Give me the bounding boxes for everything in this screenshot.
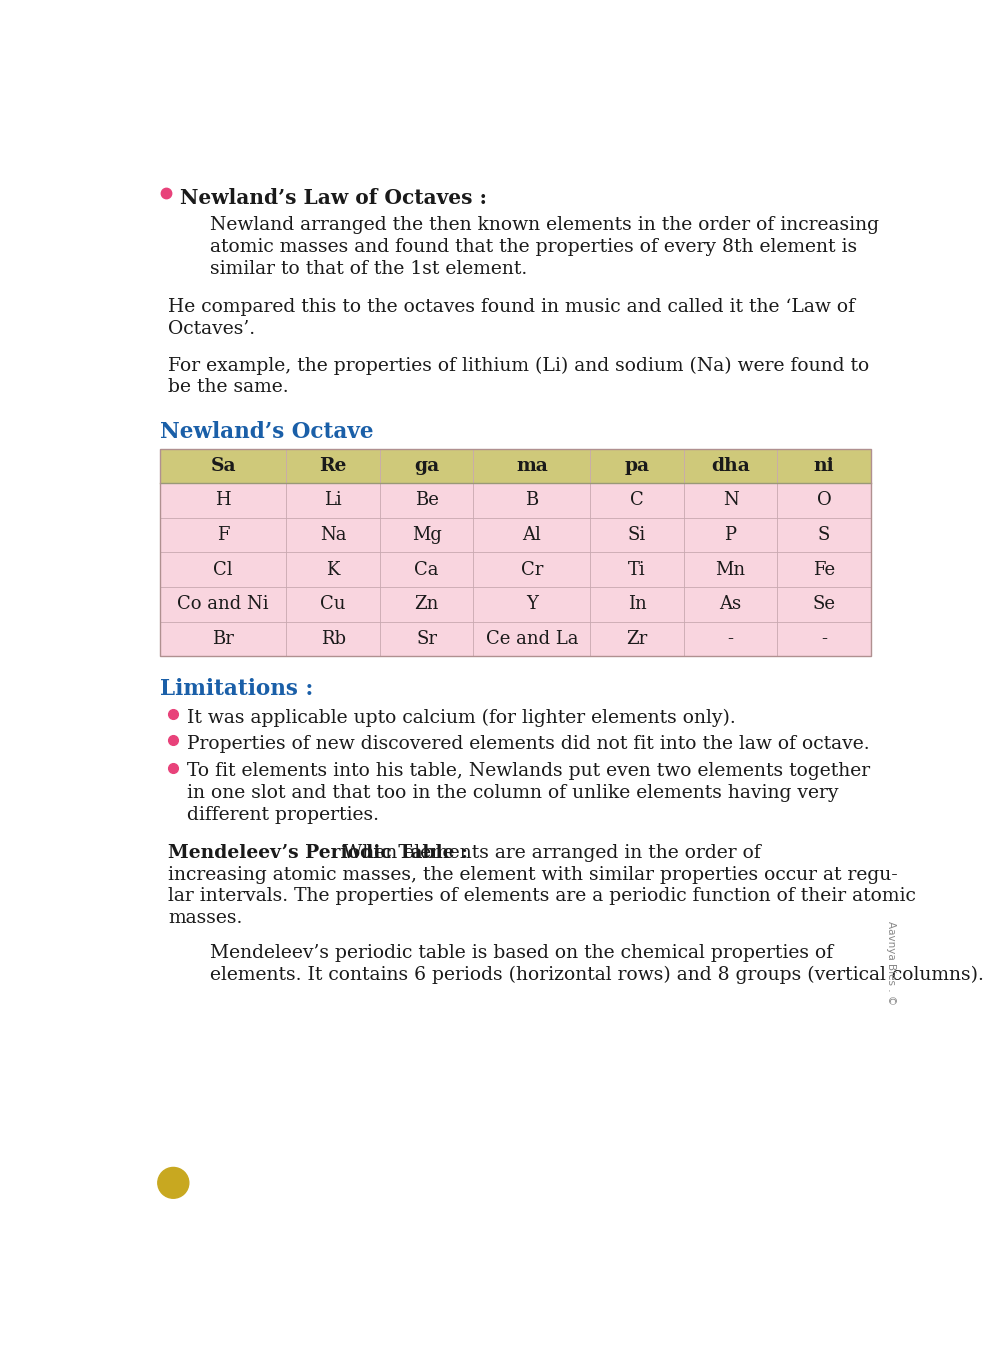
Text: Zr: Zr: [626, 630, 647, 648]
Text: Octaves’.: Octaves’.: [168, 320, 255, 337]
Text: Be: Be: [415, 492, 439, 509]
Text: -: -: [727, 630, 733, 648]
Text: Y: Y: [526, 595, 538, 614]
Text: Mendeleev’s Periodic Table :: Mendeleev’s Periodic Table :: [168, 844, 468, 862]
Bar: [160, 482, 871, 518]
Text: ni: ni: [814, 457, 835, 476]
Text: C: C: [630, 492, 644, 509]
Text: atomic masses and found that the properties of every 8th element is: atomic masses and found that the propert…: [210, 238, 858, 256]
Text: similar to that of the 1st element.: similar to that of the 1st element.: [210, 260, 528, 278]
Text: Co and Ni: Co and Ni: [177, 595, 270, 614]
Text: be the same.: be the same.: [168, 378, 289, 396]
Text: H: H: [215, 492, 231, 509]
Text: Mn: Mn: [715, 561, 745, 579]
Bar: [160, 622, 871, 656]
Text: lar intervals. The properties of elements are a periodic function of their atomi: lar intervals. The properties of element…: [168, 888, 916, 905]
Text: ga: ga: [414, 457, 439, 476]
Text: O: O: [817, 492, 832, 509]
Text: Newland’s Octave: Newland’s Octave: [160, 421, 374, 443]
Text: Cl: Cl: [213, 561, 233, 579]
Text: B: B: [525, 492, 538, 509]
Text: Mg: Mg: [412, 526, 442, 543]
Text: Si: Si: [628, 526, 646, 543]
Text: S: S: [818, 526, 831, 543]
Text: Ce and La: Ce and La: [486, 630, 578, 648]
Text: Newland arranged the then known elements in the order of increasing: Newland arranged the then known elements…: [210, 217, 880, 234]
Text: Li: Li: [325, 492, 342, 509]
Text: Ca: Ca: [415, 561, 439, 579]
Text: In: In: [627, 595, 646, 614]
Bar: [160, 553, 871, 587]
Bar: [160, 518, 871, 553]
Text: Newland’s Law of Octaves :: Newland’s Law of Octaves :: [179, 188, 487, 209]
Text: Cr: Cr: [521, 561, 543, 579]
Text: in one slot and that too in the column of unlike elements having very: in one slot and that too in the column o…: [187, 785, 839, 802]
Text: masses.: masses.: [168, 909, 242, 927]
Text: Br: Br: [212, 630, 234, 648]
Text: For example, the properties of lithium (Li) and sodium (Na) were found to: For example, the properties of lithium (…: [168, 356, 869, 375]
Text: increasing atomic masses, the element with similar properties occur at regu-: increasing atomic masses, the element wi…: [168, 866, 898, 883]
Bar: [160, 449, 871, 482]
Bar: [160, 587, 871, 622]
Text: To fit elements into his table, Newlands put even two elements together: To fit elements into his table, Newlands…: [187, 763, 871, 780]
Text: He compared this to the octaves found in music and called it the ‘Law of: He compared this to the octaves found in…: [168, 298, 855, 316]
Text: Sa: Sa: [210, 457, 236, 476]
Text: When elements are arranged in the order of: When elements are arranged in the order …: [337, 844, 761, 862]
Text: Se: Se: [813, 595, 836, 614]
Text: different properties.: different properties.: [187, 806, 379, 824]
Text: Zn: Zn: [415, 595, 439, 614]
Text: P: P: [724, 526, 736, 543]
Text: Na: Na: [320, 526, 347, 543]
Text: As: As: [719, 595, 741, 614]
Text: Fe: Fe: [813, 561, 835, 579]
Text: K: K: [327, 561, 340, 579]
Circle shape: [157, 1168, 188, 1198]
Text: Cu: Cu: [321, 595, 346, 614]
Text: Ti: Ti: [628, 561, 646, 579]
Text: pa: pa: [624, 457, 649, 476]
Text: Al: Al: [522, 526, 541, 543]
Text: Limitations :: Limitations :: [160, 678, 314, 699]
Text: Properties of new discovered elements did not fit into the law of octave.: Properties of new discovered elements di…: [187, 734, 870, 753]
Text: Aavnya Bies . ©: Aavnya Bies . ©: [886, 921, 896, 1005]
Text: Re: Re: [320, 457, 347, 476]
Text: Mendeleev’s periodic table is based on the chemical properties of: Mendeleev’s periodic table is based on t…: [210, 944, 834, 962]
Text: -: -: [821, 630, 827, 648]
Text: F: F: [217, 526, 229, 543]
Text: Rb: Rb: [321, 630, 346, 648]
Text: dha: dha: [711, 457, 749, 476]
Text: N: N: [722, 492, 738, 509]
Text: Sr: Sr: [416, 630, 437, 648]
Text: It was applicable upto calcium (for lighter elements only).: It was applicable upto calcium (for ligh…: [187, 709, 736, 726]
Text: elements. It contains 6 periods (horizontal rows) and 8 groups (vertical columns: elements. It contains 6 periods (horizon…: [210, 966, 984, 984]
Bar: [160, 449, 871, 656]
Text: ma: ma: [516, 457, 548, 476]
